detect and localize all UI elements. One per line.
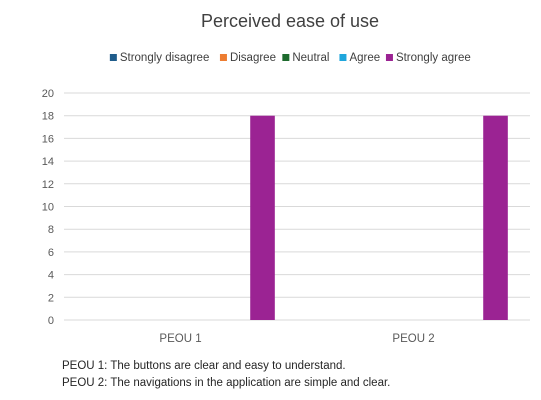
legend-label-agree: Agree <box>349 52 380 64</box>
x-tick-peou-2: PEOU 2 <box>392 333 434 345</box>
legend-label-disagree: Disagree <box>230 52 276 64</box>
y-tick-10: 10 <box>42 202 54 214</box>
legend-swatch-agree <box>339 54 347 61</box>
footnote-peou-1: PEOU 1: The buttons are clear and easy t… <box>62 360 346 372</box>
legend-item-strongly-disagree: Strongly disagree <box>109 52 210 64</box>
y-tick-18: 18 <box>42 111 54 123</box>
legend-swatch-neutral <box>282 54 290 61</box>
y-tick-6: 6 <box>48 247 54 259</box>
legend: Strongly disagree Disagree Neutral Agree Str… <box>109 52 471 64</box>
y-tick-16: 16 <box>42 133 54 145</box>
y-tick-20: 20 <box>42 88 54 100</box>
x-tick-peou-1: PEOU 1 <box>159 333 201 345</box>
bar-peou-2-strongly-agree <box>483 115 508 320</box>
y-tick-14: 14 <box>42 156 54 168</box>
y-tick-4: 4 <box>48 270 54 282</box>
legend-label-strongly-agree: Strongly agree <box>396 52 471 64</box>
y-axis-ticks: 0 2 4 6 8 10 12 14 16 18 20 <box>42 88 54 327</box>
legend-item-disagree: Disagree <box>219 52 276 64</box>
legend-label-neutral: Neutral <box>292 52 329 64</box>
legend-item-neutral: Neutral <box>282 52 329 64</box>
y-tick-8: 8 <box>48 224 54 236</box>
footnote-peou-2: PEOU 2: The navigations in the applicati… <box>62 377 391 389</box>
legend-swatch-strongly-disagree <box>109 54 117 61</box>
legend-swatch-strongly-agree <box>385 54 393 61</box>
footnotes: PEOU 1: The buttons are clear and easy t… <box>62 358 532 392</box>
gridlines <box>64 92 530 321</box>
bars <box>250 115 508 320</box>
bar-peou-1-strongly-agree <box>250 115 275 320</box>
y-tick-0: 0 <box>48 315 54 327</box>
y-tick-12: 12 <box>42 179 54 191</box>
legend-item-agree: Agree <box>339 52 380 64</box>
chart-title: Perceived ease of use <box>201 11 379 31</box>
y-tick-2: 2 <box>48 292 54 304</box>
legend-swatch-disagree <box>219 54 227 61</box>
legend-item-strongly-agree: Strongly agree <box>385 52 471 64</box>
legend-label-strongly-disagree: Strongly disagree <box>120 52 210 64</box>
x-axis-labels: PEOU 1 PEOU 2 <box>159 333 434 345</box>
